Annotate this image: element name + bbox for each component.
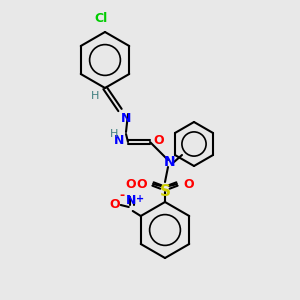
Text: S: S <box>160 184 170 199</box>
Text: -: - <box>120 189 125 202</box>
Text: O: O <box>136 178 147 190</box>
Text: O: O <box>153 134 164 146</box>
Text: N: N <box>164 155 176 169</box>
Text: +: + <box>136 194 144 204</box>
Text: N: N <box>126 194 136 207</box>
Text: O: O <box>183 178 194 190</box>
Text: Cl: Cl <box>94 12 108 25</box>
Text: O: O <box>125 178 136 191</box>
Text: O: O <box>110 199 120 212</box>
Text: H: H <box>110 129 118 139</box>
Text: H: H <box>91 91 99 101</box>
Text: N: N <box>121 112 131 125</box>
Text: N: N <box>114 134 124 147</box>
